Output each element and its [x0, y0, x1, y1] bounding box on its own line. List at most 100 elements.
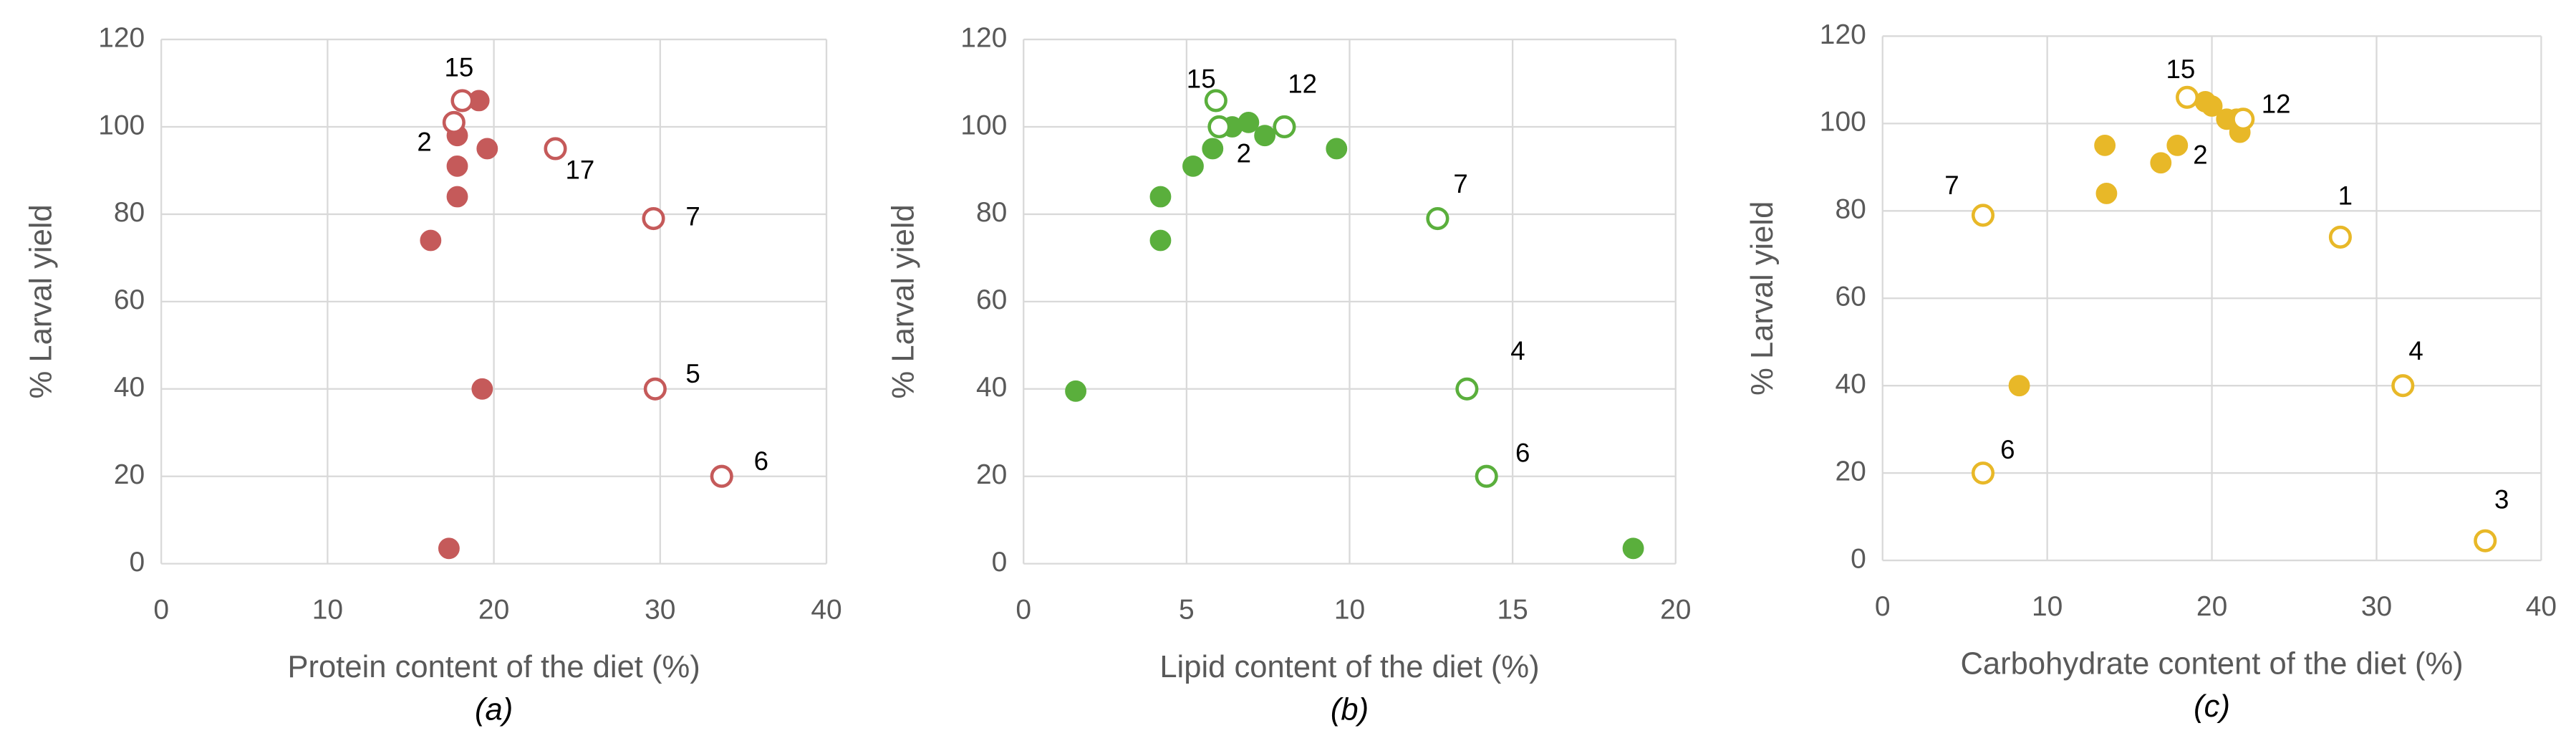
point-label: 4 [1510, 336, 1525, 365]
point-label: 12 [1288, 69, 1317, 98]
data-point [1204, 89, 1227, 113]
x-tick-label: 20 [1660, 594, 1691, 625]
data-point [2328, 225, 2352, 249]
y-tick-label: 40 [976, 372, 1007, 403]
point-label: 7 [685, 202, 700, 231]
x-tick-label: 10 [2032, 591, 2063, 622]
data-point [2391, 374, 2415, 398]
data-point [2474, 529, 2497, 552]
chart-panel: 0 20 40 60 80 100 120 0 10 20 30 40 Protein content … [24, 22, 842, 727]
data-point [1971, 204, 1995, 227]
caption: (c) [2194, 689, 2230, 724]
data-point [1149, 186, 1172, 208]
caption: (a) [475, 693, 513, 727]
x-tick-label: 15 [1497, 594, 1528, 625]
data-point [1065, 380, 1086, 402]
point-label: 15 [2166, 54, 2196, 84]
data-point [1207, 115, 1231, 139]
caption: (b) [1331, 693, 1369, 727]
data-point [420, 229, 442, 252]
data-point [1254, 125, 1276, 147]
data-point [1971, 461, 1995, 485]
x-tick-label: 30 [2361, 591, 2392, 622]
y-tick-label: 0 [130, 547, 145, 578]
data-point [446, 155, 468, 177]
point-label: 6 [1515, 439, 1530, 468]
x-tick-label: 40 [811, 594, 841, 625]
y-tick-label: 20 [976, 459, 1007, 490]
y-tick-label: 100 [960, 110, 1007, 140]
data-point [1426, 206, 1449, 231]
x-tick-label: 40 [2526, 591, 2557, 622]
y-tick-label: 60 [976, 284, 1007, 315]
y-tick-label: 80 [114, 197, 145, 228]
data-point [1455, 377, 1479, 401]
chart-panel: 0 20 40 60 80 100 120 0 5 10 15 20 Lipid content of … [887, 22, 1692, 727]
y-axis-title: % Larval yield [887, 204, 921, 398]
point-label: 1 [2338, 181, 2353, 211]
data-point [1182, 155, 1204, 177]
x-tick-label: 20 [478, 594, 509, 625]
x-axis-title: Protein content of the diet (%) [287, 650, 700, 684]
data-point [2201, 95, 2223, 117]
data-point [1622, 537, 1644, 560]
x-axis-title: Carbohydrate content of the diet (%) [1960, 646, 2463, 681]
data-point [446, 186, 468, 208]
point-label: 3 [2494, 484, 2509, 514]
data-point [476, 138, 498, 160]
y-tick-label: 80 [976, 197, 1007, 228]
y-tick-label: 60 [114, 284, 145, 315]
data-point [1273, 115, 1296, 139]
y-tick-label: 100 [1820, 107, 1866, 138]
y-tick-label: 0 [992, 547, 1008, 578]
y-tick-label: 20 [1835, 456, 1866, 487]
x-tick-label: 30 [645, 594, 675, 625]
y-tick-label: 80 [1835, 194, 1866, 225]
data-point [450, 89, 474, 113]
x-tick-label: 0 [153, 594, 169, 625]
y-tick-label: 0 [1851, 543, 1866, 574]
point-label: 2 [2193, 140, 2207, 170]
x-tick-label: 20 [2196, 591, 2227, 622]
point-label: 6 [754, 446, 768, 476]
point-label: 17 [566, 155, 595, 184]
data-point [544, 137, 567, 161]
data-point [2232, 107, 2255, 131]
point-label: 4 [2408, 336, 2423, 365]
y-tick-label: 100 [98, 110, 145, 140]
point-label: 7 [1944, 171, 1959, 200]
y-tick-label: 20 [114, 459, 145, 490]
point-label: 12 [2262, 90, 2291, 119]
point-label: 6 [2000, 435, 2015, 464]
data-point [438, 537, 460, 560]
data-point [710, 464, 733, 488]
y-tick-label: 120 [960, 22, 1007, 53]
data-point [2176, 85, 2199, 109]
y-tick-label: 120 [98, 22, 145, 53]
point-label: 5 [685, 359, 700, 388]
point-label: 15 [444, 53, 473, 82]
x-tick-label: 10 [312, 594, 343, 625]
y-axis-title: % Larval yield [24, 204, 59, 398]
data-point [2095, 183, 2118, 204]
y-tick-label: 120 [1820, 19, 1866, 50]
data-point [471, 378, 493, 400]
point-label: 15 [1187, 64, 1216, 94]
data-point [2166, 134, 2189, 156]
point-label: 7 [1453, 169, 1467, 198]
x-tick-label: 0 [1875, 591, 1891, 622]
data-point [2150, 152, 2172, 174]
data-point [1149, 229, 1172, 252]
point-label: 2 [1237, 138, 1251, 168]
y-tick-label: 40 [114, 372, 145, 403]
data-point [442, 110, 465, 134]
y-tick-label: 40 [1835, 368, 1866, 399]
data-point [1475, 464, 1498, 488]
point-label: 2 [417, 127, 431, 156]
data-point [2094, 134, 2116, 156]
chart-panel: 0 20 40 60 80 100 120 0 10 20 30 40 Carbohydrate con… [1745, 19, 2557, 724]
x-tick-label: 5 [1179, 594, 1195, 625]
x-tick-label: 10 [1334, 594, 1365, 625]
y-tick-label: 60 [1835, 282, 1866, 312]
y-axis-title: % Larval yield [1745, 201, 1780, 396]
